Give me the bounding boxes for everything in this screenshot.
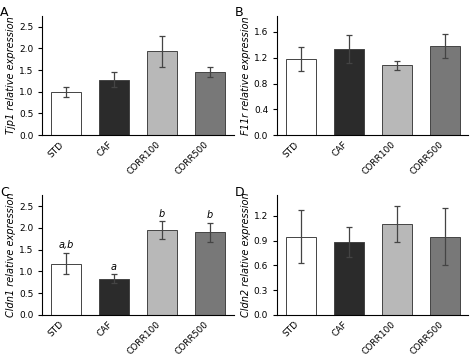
Bar: [430, 46, 460, 135]
Bar: [51, 92, 81, 135]
Bar: [147, 230, 177, 315]
Bar: [99, 279, 129, 315]
Y-axis label: Cldn2 relative expression: Cldn2 relative expression: [241, 193, 251, 317]
Bar: [334, 242, 364, 315]
Y-axis label: Tjp1 relative expression: Tjp1 relative expression: [6, 17, 16, 134]
Text: D: D: [235, 186, 245, 199]
Bar: [99, 80, 129, 135]
Bar: [195, 72, 225, 135]
Bar: [147, 51, 177, 135]
Bar: [51, 264, 81, 315]
Text: a: a: [111, 262, 117, 272]
Bar: [286, 59, 316, 135]
Text: b: b: [207, 210, 213, 220]
Bar: [382, 66, 412, 135]
Bar: [286, 236, 316, 315]
Text: b: b: [159, 209, 165, 219]
Text: C: C: [0, 186, 9, 199]
Bar: [334, 49, 364, 135]
Y-axis label: Cldn1 relative expression: Cldn1 relative expression: [6, 193, 16, 317]
Bar: [430, 236, 460, 315]
Text: A: A: [0, 6, 9, 19]
Y-axis label: F11r relative expression: F11r relative expression: [241, 16, 251, 135]
Text: B: B: [235, 6, 244, 19]
Bar: [382, 224, 412, 315]
Bar: [195, 232, 225, 315]
Text: a,b: a,b: [58, 240, 73, 250]
